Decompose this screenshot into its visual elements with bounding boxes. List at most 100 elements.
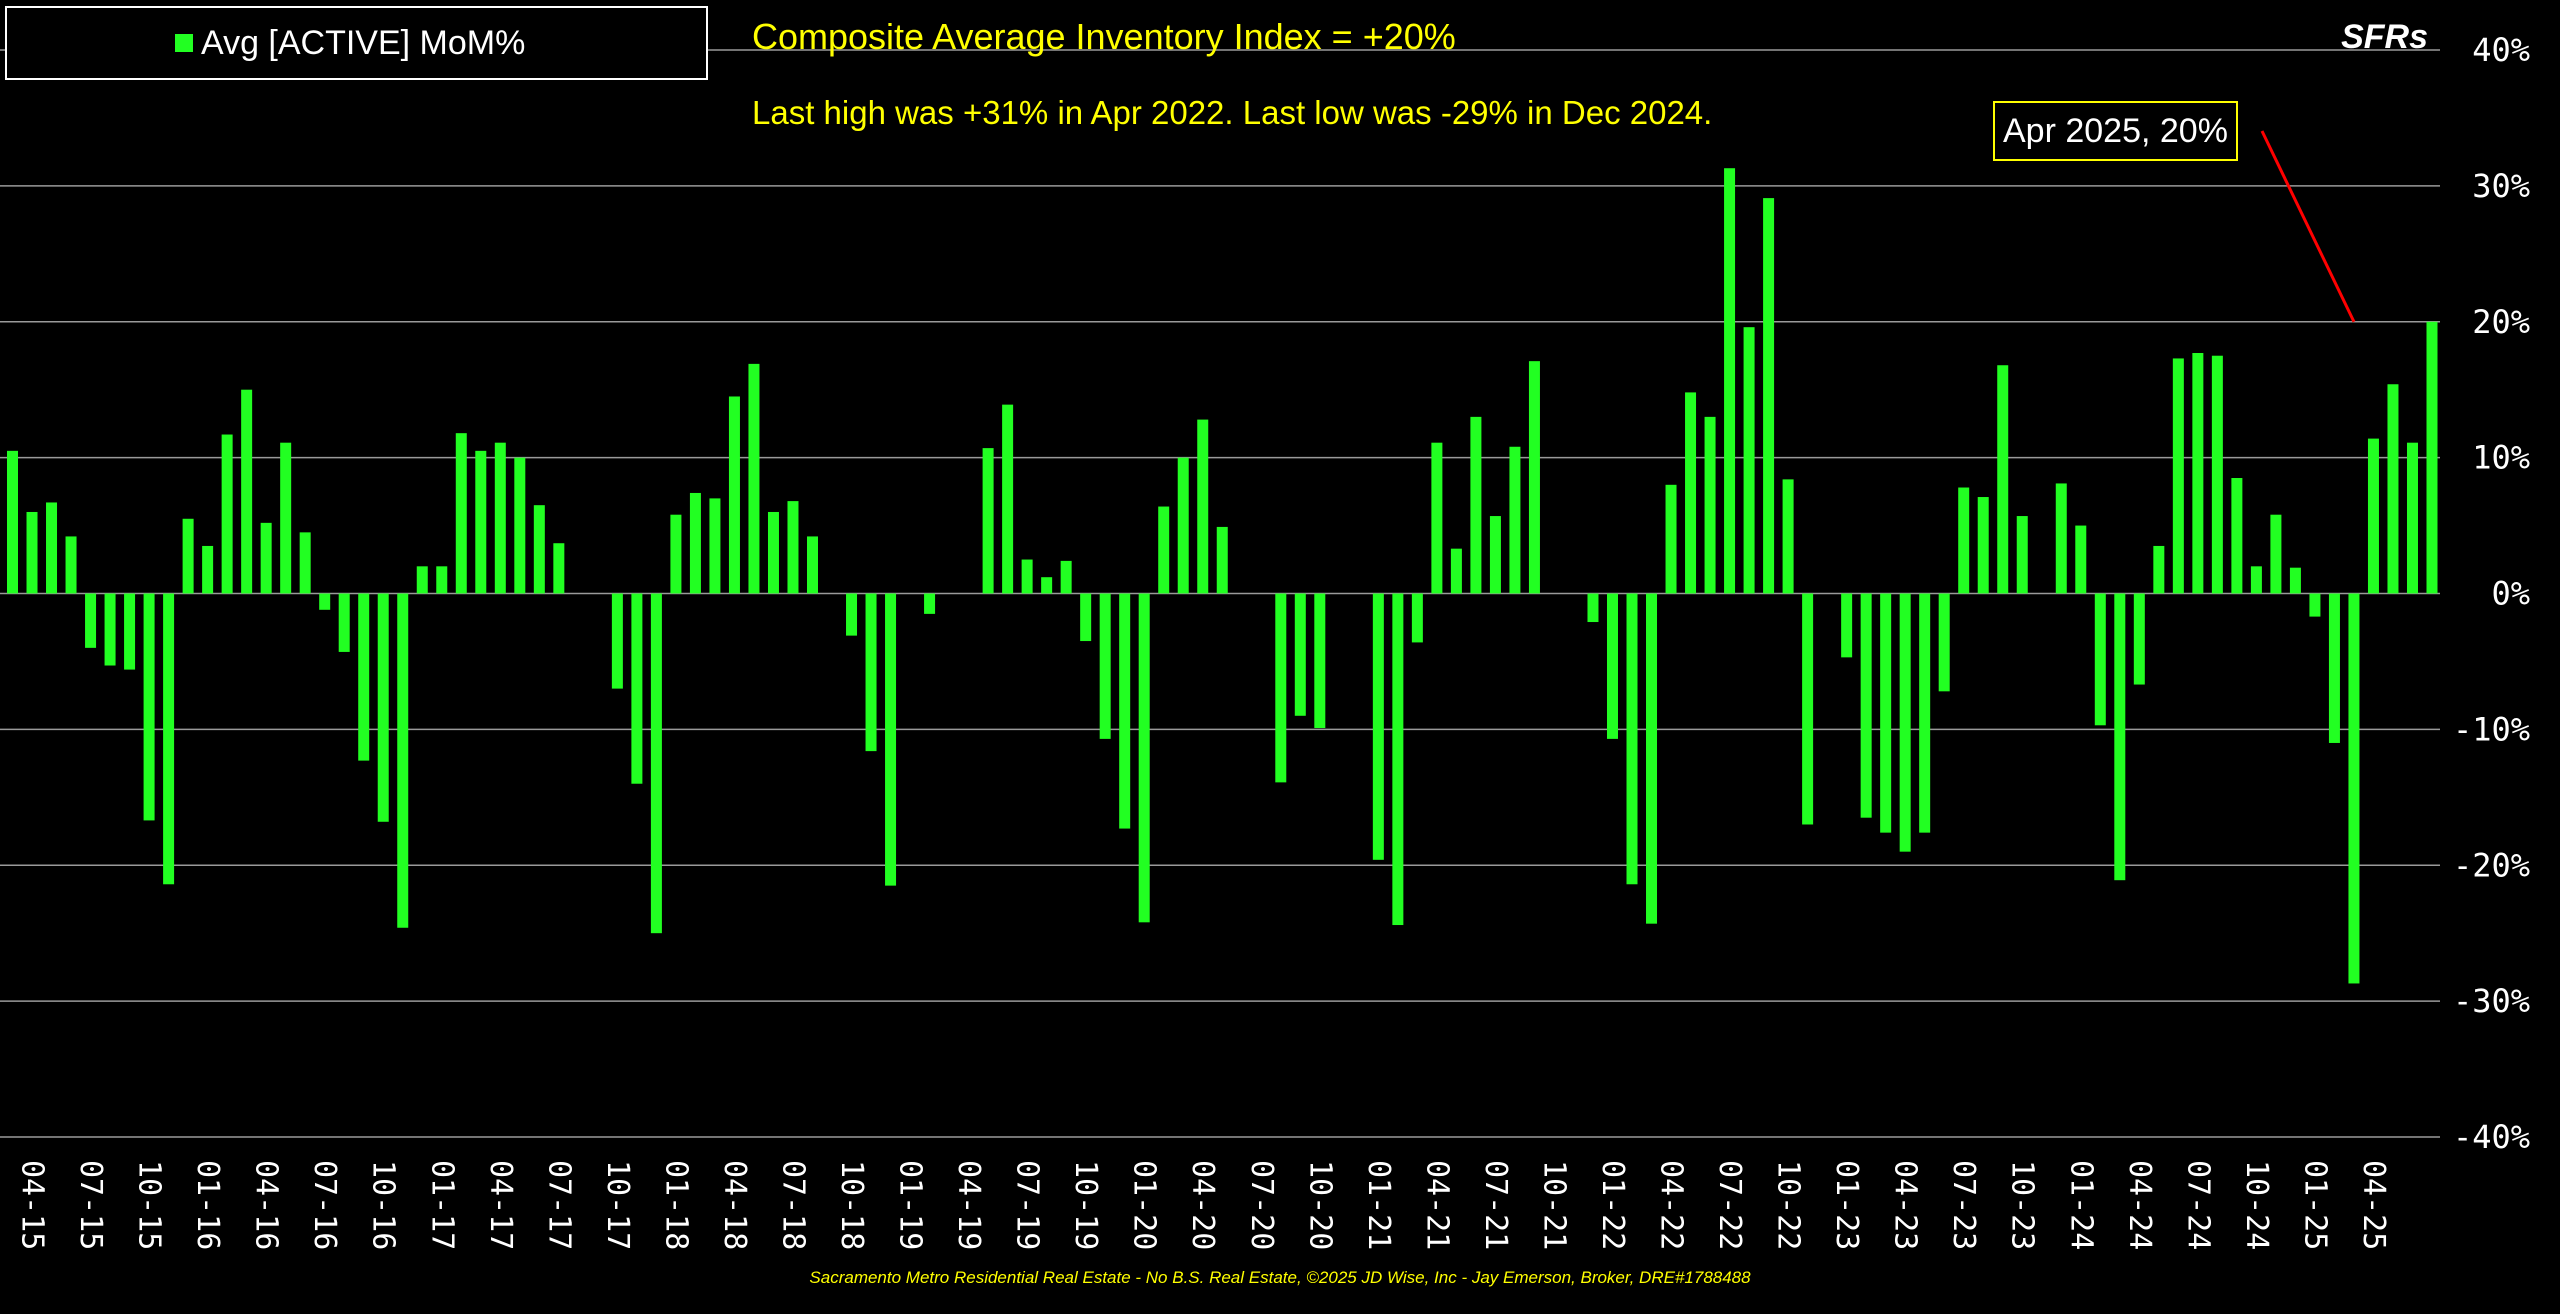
x-tick-label: 04-20 xyxy=(1185,1160,1220,1250)
bar xyxy=(1216,526,1228,594)
x-tick-label: 01-25 xyxy=(2297,1160,2332,1250)
x-tick-label: 01-19 xyxy=(893,1160,928,1250)
bar xyxy=(846,593,858,636)
bar xyxy=(494,442,506,594)
bar xyxy=(924,593,936,614)
bar xyxy=(221,434,233,594)
y-tick-label: 30% xyxy=(2472,167,2530,205)
bar xyxy=(2075,525,2087,594)
x-tick-label: 07-19 xyxy=(1010,1160,1045,1250)
x-tick-label: 04-18 xyxy=(717,1160,752,1250)
bar xyxy=(124,593,136,670)
x-tick-label: 01-24 xyxy=(2063,1160,2098,1250)
bar-series xyxy=(7,168,2438,984)
bar xyxy=(2055,483,2067,594)
x-tick-label: 01-23 xyxy=(1829,1160,1864,1250)
x-tick-label: 04-19 xyxy=(951,1160,986,1250)
bar xyxy=(1431,442,1443,594)
y-axis-ticks: 40% 30% 20% 10% 0% -10% -20% -30% -40% xyxy=(2453,31,2530,1156)
bar xyxy=(1938,593,1950,692)
bar xyxy=(1704,416,1716,594)
bar xyxy=(2289,567,2301,594)
bar xyxy=(1158,506,1170,594)
x-tick-label: 07-20 xyxy=(1244,1160,1279,1250)
bar xyxy=(631,593,643,784)
bar xyxy=(1099,593,1111,739)
bar xyxy=(2016,516,2028,594)
bar xyxy=(1411,593,1423,643)
x-tick-label: 10-19 xyxy=(1068,1160,1103,1250)
chart-subtitle: Last high was +31% in Apr 2022. Last low… xyxy=(752,94,1713,131)
x-tick-label: 04-25 xyxy=(2356,1160,2391,1250)
bar xyxy=(2094,593,2106,726)
bar xyxy=(2270,514,2282,594)
bar xyxy=(1743,327,1755,594)
y-tick-label: -40% xyxy=(2453,1118,2530,1156)
bar xyxy=(2250,566,2262,594)
x-tick-label: 10-16 xyxy=(366,1160,401,1250)
y-tick-label: -10% xyxy=(2453,710,2530,748)
bar xyxy=(2192,353,2204,594)
x-tick-label: 01-21 xyxy=(1361,1160,1396,1250)
bar xyxy=(1021,559,1033,594)
x-axis-ticks: 04-15 07-15 10-15 01-16 04-16 07-16 10-16 01-17… xyxy=(15,1160,2391,1250)
bar xyxy=(1392,593,1404,926)
y-tick-label: -30% xyxy=(2453,982,2530,1020)
x-tick-label: 01-17 xyxy=(424,1160,459,1250)
bar xyxy=(1470,416,1482,594)
bar xyxy=(1080,593,1092,642)
x-tick-label: 04-21 xyxy=(1419,1160,1454,1250)
bar xyxy=(553,543,565,594)
bar xyxy=(1763,198,1775,594)
x-tick-label: 10-23 xyxy=(2005,1160,2040,1250)
bar xyxy=(1119,593,1131,829)
bar xyxy=(1372,593,1384,860)
bar xyxy=(1977,497,1989,594)
bar xyxy=(163,593,175,885)
bar xyxy=(787,501,799,594)
bar xyxy=(2172,358,2184,594)
x-tick-label: 10-21 xyxy=(1536,1160,1571,1250)
x-tick-label: 07-22 xyxy=(1712,1160,1747,1250)
x-tick-label: 10-24 xyxy=(2239,1160,2274,1250)
bar xyxy=(65,536,77,594)
x-tick-label: 07-24 xyxy=(2180,1160,2215,1250)
bar xyxy=(358,593,370,761)
bar xyxy=(280,442,292,594)
x-tick-label: 01-22 xyxy=(1595,1160,1630,1250)
bar xyxy=(533,505,545,594)
bar xyxy=(1997,365,2009,594)
x-tick-label: 10-20 xyxy=(1302,1160,1337,1250)
x-tick-label: 07-16 xyxy=(307,1160,342,1250)
bar xyxy=(2153,545,2165,594)
bar xyxy=(728,396,740,594)
bar xyxy=(1899,593,1911,852)
callout-pointer-line xyxy=(2260,130,2356,323)
bar xyxy=(2231,478,2243,594)
bar xyxy=(1958,487,1970,594)
bar xyxy=(806,536,818,594)
x-tick-label: 01-20 xyxy=(1127,1160,1162,1250)
bar xyxy=(748,363,760,594)
y-tick-label: 40% xyxy=(2472,31,2530,69)
x-tick-label: 04-16 xyxy=(249,1160,284,1250)
bar xyxy=(709,498,721,594)
bar xyxy=(670,514,682,594)
bar xyxy=(241,389,253,594)
callout-label: Apr 2025, 20% xyxy=(1993,101,2238,161)
x-tick-label: 10-22 xyxy=(1771,1160,1806,1250)
bar xyxy=(982,448,994,594)
x-tick-label: 07-18 xyxy=(775,1160,810,1250)
bar xyxy=(865,593,877,752)
y-tick-label: 10% xyxy=(2472,439,2530,477)
x-tick-label: 04-17 xyxy=(483,1160,518,1250)
bar xyxy=(104,593,116,666)
bar xyxy=(1489,516,1501,594)
bar xyxy=(1528,361,1540,594)
legend: Avg [ACTIVE] MoM% xyxy=(5,6,708,80)
x-tick-label: 10-18 xyxy=(834,1160,869,1250)
bar xyxy=(260,522,272,594)
bar xyxy=(1646,593,1658,924)
bar xyxy=(514,457,526,594)
